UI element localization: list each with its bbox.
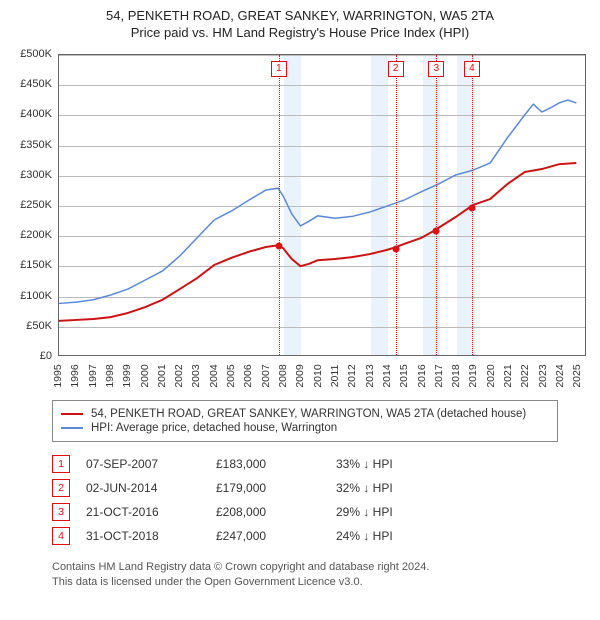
transaction-date: 02-JUN-2014 (86, 481, 216, 495)
x-axis-label: 2025 (571, 364, 583, 387)
plot-area: 1 2 3 4 (58, 54, 586, 356)
y-axis-label: £450K (10, 78, 52, 90)
transaction-number: 3 (52, 503, 70, 521)
footer: Contains HM Land Registry data © Crown c… (52, 560, 558, 590)
transaction-price: £179,000 (216, 481, 336, 495)
transaction-diff: 32% ↓ HPI (336, 481, 426, 495)
x-axis-label: 2012 (346, 364, 358, 387)
x-axis-label: 2003 (190, 364, 202, 387)
legend-label: 54, PENKETH ROAD, GREAT SANKEY, WARRINGT… (91, 408, 526, 420)
transaction-number: 2 (52, 479, 70, 497)
y-axis-label: £150K (10, 259, 52, 271)
price-point (275, 243, 282, 250)
x-axis-label: 2018 (450, 364, 462, 387)
series-hpi (59, 100, 576, 303)
y-axis-label: £100K (10, 290, 52, 302)
y-axis-label: £0 (10, 350, 52, 362)
title-block: 54, PENKETH ROAD, GREAT SANKEY, WARRINGT… (0, 0, 600, 42)
series-price_paid (59, 163, 576, 321)
legend-row: 54, PENKETH ROAD, GREAT SANKEY, WARRINGT… (61, 407, 549, 421)
x-axis-label: 2004 (208, 364, 220, 387)
x-axis-label: 1996 (69, 364, 81, 387)
x-axis-label: 2006 (242, 364, 254, 387)
x-axis-label: 2000 (139, 364, 151, 387)
x-axis-label: 2010 (312, 364, 324, 387)
x-axis-label: 2024 (554, 364, 566, 387)
y-axis-label: £250K (10, 199, 52, 211)
marker-2: 2 (388, 61, 404, 77)
marker-1: 1 (271, 61, 287, 77)
transaction-diff: 24% ↓ HPI (336, 529, 426, 543)
title-address: 54, PENKETH ROAD, GREAT SANKEY, WARRINGT… (10, 8, 590, 23)
legend-swatch (61, 427, 83, 429)
x-axis-label: 1997 (87, 364, 99, 387)
footer-line2: This data is licensed under the Open Gov… (52, 575, 558, 590)
x-axis-label: 2015 (398, 364, 410, 387)
transaction-row: 2 02-JUN-2014£179,00032% ↓ HPI (52, 476, 558, 500)
transaction-number: 1 (52, 455, 70, 473)
x-axis-label: 2022 (519, 364, 531, 387)
legend-label: HPI: Average price, detached house, Warr… (91, 422, 337, 434)
legend-row: HPI: Average price, detached house, Warr… (61, 421, 549, 435)
x-axis-label: 2007 (260, 364, 272, 387)
chart-area: £0 £50K £100K £150K £200K £250K £300K £350K £400… (10, 46, 590, 386)
transaction-date: 31-OCT-2018 (86, 529, 216, 543)
x-axis-label: 2020 (485, 364, 497, 387)
transaction-row: 1 07-SEP-2007£183,00033% ↓ HPI (52, 452, 558, 476)
chart-svg (59, 55, 585, 355)
y-axis-label: £200K (10, 229, 52, 241)
x-axis-label: 1999 (121, 364, 133, 387)
y-axis-label: £400K (10, 108, 52, 120)
transaction-date: 07-SEP-2007 (86, 457, 216, 471)
x-axis-label: 2019 (467, 364, 479, 387)
chart-container: 54, PENKETH ROAD, GREAT SANKEY, WARRINGT… (0, 0, 600, 590)
x-axis-label: 2008 (277, 364, 289, 387)
y-axis-label: £500K (10, 48, 52, 60)
transaction-price: £183,000 (216, 457, 336, 471)
x-axis-label: 2009 (294, 364, 306, 387)
transaction-date: 21-OCT-2016 (86, 505, 216, 519)
transaction-number: 4 (52, 527, 70, 545)
y-axis-label: £50K (10, 320, 52, 332)
transaction-table: 1 07-SEP-2007£183,00033% ↓ HPI 2 02-JUN-201… (52, 452, 558, 548)
transaction-price: £247,000 (216, 529, 336, 543)
legend: 54, PENKETH ROAD, GREAT SANKEY, WARRINGT… (52, 400, 558, 442)
price-point (392, 245, 399, 252)
x-axis-label: 1995 (52, 364, 64, 387)
x-axis-label: 2005 (225, 364, 237, 387)
x-axis-label: 2023 (537, 364, 549, 387)
transaction-row: 4 31-OCT-2018£247,00024% ↓ HPI (52, 524, 558, 548)
x-axis-label: 2017 (433, 364, 445, 387)
marker-4: 4 (464, 61, 480, 77)
transaction-diff: 29% ↓ HPI (336, 505, 426, 519)
x-axis-label: 2021 (502, 364, 514, 387)
x-axis-label: 2011 (329, 365, 341, 388)
transaction-row: 3 21-OCT-2016£208,00029% ↓ HPI (52, 500, 558, 524)
price-point (468, 204, 475, 211)
x-axis-label: 2013 (364, 364, 376, 387)
x-axis-label: 1998 (104, 364, 116, 387)
price-point (433, 228, 440, 235)
transaction-diff: 33% ↓ HPI (336, 457, 426, 471)
x-axis-label: 2014 (381, 364, 393, 387)
title-subtitle: Price paid vs. HM Land Registry's House … (10, 25, 590, 40)
x-axis-label: 2002 (173, 364, 185, 387)
x-axis-label: 2016 (416, 364, 428, 387)
transaction-price: £208,000 (216, 505, 336, 519)
footer-line1: Contains HM Land Registry data © Crown c… (52, 560, 558, 575)
marker-3: 3 (428, 61, 444, 77)
x-axis-label: 2001 (156, 364, 168, 387)
y-axis-label: £300K (10, 169, 52, 181)
y-axis-label: £350K (10, 139, 52, 151)
legend-swatch (61, 413, 83, 415)
